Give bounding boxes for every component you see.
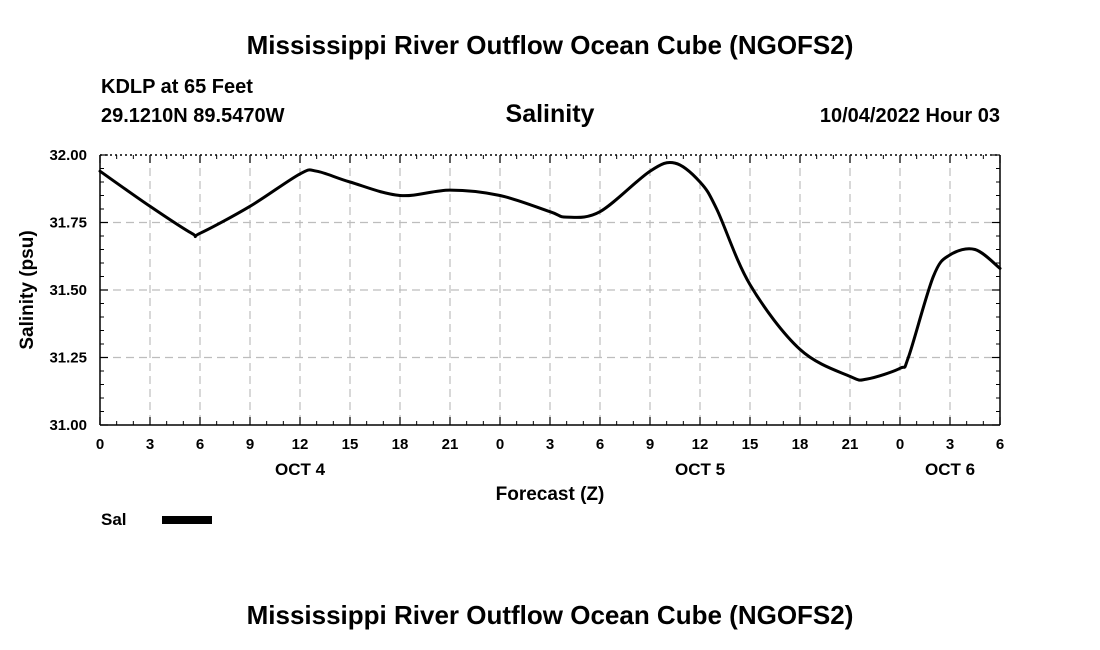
series [98,160,1002,382]
legend-label: Sal [101,510,127,529]
axis-labels: 0 3 6 9 12 15 18 21 0 3 6 9 12 15 18 21 0 3 6 31.00 31.25 31.… [17,147,1004,505]
y-tick-label: 31.25 [49,350,87,367]
x-tick-label: 3 [146,436,154,453]
legend-swatch [162,516,212,524]
x-tick-label: 6 [196,436,204,453]
x-axis-title: Forecast (Z) [496,484,605,505]
x-tick-label: 0 [96,436,104,453]
chart-title: Salinity [505,100,595,128]
x-tick-label: 6 [996,436,1004,453]
date-label: OCT 5 [675,460,725,479]
x-tick-label: 18 [792,436,809,453]
page-title: Mississippi River Outflow Ocean Cube (NG… [246,30,854,60]
station-name: KDLP at 65 Feet [101,76,253,98]
x-tick-label: 0 [496,436,504,453]
x-tick-label: 21 [442,436,459,453]
x-tick-label: 18 [392,436,409,453]
x-tick-label: 3 [946,436,954,453]
x-tick-label: 9 [246,436,254,453]
y-tick-label: 31.00 [49,417,87,434]
x-tick-label: 15 [742,436,759,453]
x-tick-label: 0 [896,436,904,453]
y-tick-label: 31.75 [49,215,87,232]
y-tick-label: 31.50 [49,282,87,299]
date-label: OCT 4 [275,460,326,479]
series-line-sal [98,160,1002,382]
x-tick-label: 12 [692,436,709,453]
x-tick-label: 3 [546,436,554,453]
y-tick-label: 32.00 [49,147,87,164]
grid [100,155,1000,425]
forecast-datetime: 10/04/2022 Hour 03 [819,105,1000,127]
station-coords: 29.1210N 89.5470W [101,105,285,127]
x-tick-label: 12 [292,436,309,453]
x-tick-label: 21 [842,436,859,453]
axes [99,154,1001,426]
x-tick-label: 9 [646,436,654,453]
x-tick-label: 15 [342,436,359,453]
y-axis-title: Salinity (psu) [17,230,38,349]
footer-title: Mississippi River Outflow Ocean Cube (NG… [246,600,854,630]
x-tick-label: 6 [596,436,604,453]
date-label: OCT 6 [925,460,975,479]
